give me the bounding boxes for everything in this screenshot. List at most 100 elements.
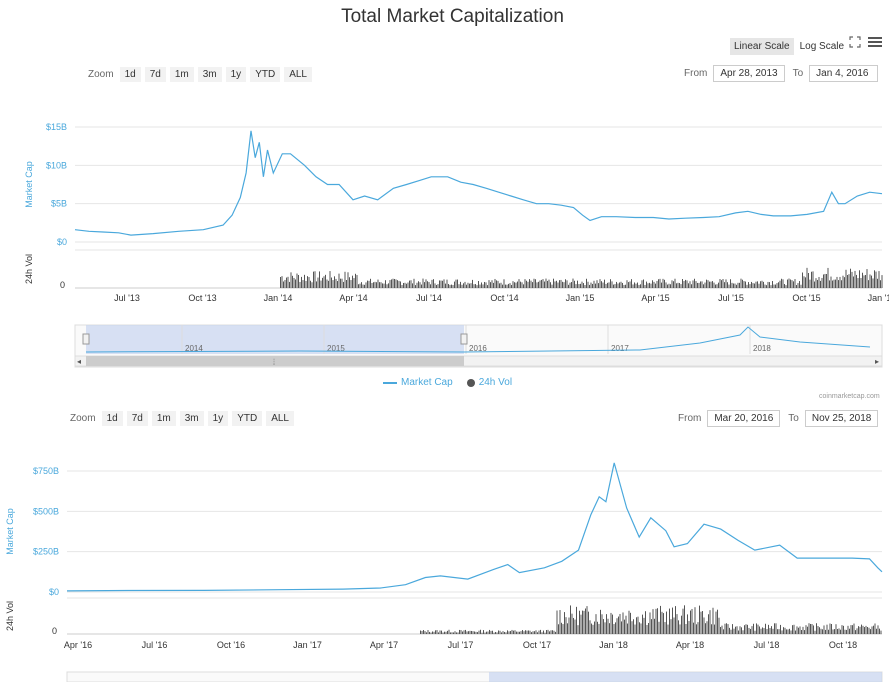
volume-bar: [621, 621, 622, 634]
from-date-input[interactable]: Apr 28, 2013: [713, 65, 785, 82]
volume-bar: [430, 632, 432, 634]
zoom-ytd-button[interactable]: YTD: [232, 411, 263, 426]
volume-bar: [301, 276, 302, 288]
legend-vol[interactable]: 24h Vol: [478, 377, 513, 388]
volume-bar: [428, 282, 430, 288]
zoom-label: Zoom: [70, 413, 96, 424]
volume-bar: [864, 627, 865, 634]
volume-bar: [566, 280, 568, 288]
volume-bar: [685, 624, 687, 634]
volume-bar: [652, 609, 654, 634]
legend-vol-swatch[interactable]: [466, 378, 475, 387]
volume-bar: [498, 630, 499, 634]
x-tick-label: Jul '13: [114, 293, 140, 303]
volume-bar: [551, 284, 553, 288]
volume-bar: [280, 276, 281, 288]
volume-bar: [569, 282, 571, 288]
zoom-7d-button[interactable]: 7d: [126, 411, 148, 426]
from-date-input[interactable]: Mar 20, 2016: [707, 410, 781, 427]
zoom-1d-button[interactable]: 1d: [119, 67, 141, 82]
scrollbar-thumb: [86, 356, 464, 366]
volume-bar: [832, 629, 834, 634]
volume-bar: [637, 616, 639, 634]
volume-bar: [714, 624, 715, 634]
volume-bar: [433, 631, 435, 634]
credits-link[interactable]: coinmarketcap.com: [819, 393, 880, 400]
to-date-input[interactable]: Jan 4, 2016: [809, 65, 879, 82]
volume-bar: [553, 630, 555, 634]
volume-bar: [608, 282, 610, 288]
volume-bar: [347, 272, 349, 288]
zoom-1d-button[interactable]: 1d: [101, 411, 123, 426]
zoom-7d-button[interactable]: 7d: [144, 67, 166, 82]
volume-bar: [815, 278, 817, 288]
volume-bar: [562, 624, 564, 634]
volume-bar: [344, 271, 346, 288]
volume-bar: [500, 282, 502, 288]
zoom-1m-button[interactable]: 1m: [169, 67, 194, 82]
volume-bar: [472, 279, 473, 288]
volume-bar: [731, 282, 733, 288]
volume-bar: [634, 282, 635, 288]
zoom-1y-button[interactable]: 1y: [225, 67, 247, 82]
volume-bar: [397, 280, 398, 288]
volume-bar: [658, 621, 660, 634]
fullscreen-icon[interactable]: [849, 36, 861, 51]
volume-bar: [753, 623, 754, 634]
volume-bar: [644, 284, 646, 288]
volume-bar: [523, 284, 524, 288]
volume-bar: [423, 630, 424, 634]
y-axis-title: Market Cap: [24, 161, 34, 208]
volume-bar: [819, 627, 820, 634]
volume-bar: [698, 282, 700, 288]
zoom-3m-button[interactable]: 3m: [179, 411, 204, 426]
x-tick-label: Jan '14: [264, 293, 293, 303]
volume-bar: [371, 282, 373, 288]
zoom-all-button[interactable]: ALL: [266, 411, 294, 426]
volume-bar: [802, 272, 803, 288]
volume-bar: [507, 630, 508, 634]
volume-bar: [563, 282, 565, 288]
legend-market-cap-swatch[interactable]: [383, 381, 397, 384]
volume-bar: [349, 277, 350, 288]
volume-bar: [392, 278, 394, 288]
volume-bar: [793, 281, 794, 288]
volume-bar: [748, 627, 750, 634]
volume-bar: [323, 276, 325, 288]
volume-bar: [567, 623, 568, 634]
volume-bar: [406, 283, 407, 288]
volume-bar: [667, 284, 668, 288]
date-range-2: From Mar 20, 2016 To Nov 25, 2018: [678, 410, 886, 427]
log-scale-button[interactable]: Log Scale: [799, 41, 845, 52]
volume-bar: [733, 283, 734, 288]
volume-bar: [293, 277, 295, 288]
volume-bar: [739, 282, 740, 288]
volume-bar: [457, 279, 458, 288]
zoom-1y-button[interactable]: 1y: [207, 411, 229, 426]
volume-bar: [734, 283, 736, 288]
volume-bar: [576, 606, 577, 634]
x-tick-label: Jan '15: [566, 293, 595, 303]
navigator-2[interactable]: [66, 671, 883, 682]
volume-bar: [676, 283, 677, 288]
volume-bar: [844, 277, 845, 288]
volume-bar: [811, 624, 813, 634]
volume-bar: [702, 611, 703, 634]
chart-2: $750B $500B $250B $0 Market Cap 24h Vol 0 Apr '…: [5, 462, 883, 650]
volume-bar: [760, 281, 761, 288]
volume-bar: [495, 631, 496, 634]
zoom-all-button[interactable]: ALL: [284, 67, 312, 82]
volume-bar: [599, 279, 601, 288]
zoom-3m-button[interactable]: 3m: [197, 67, 222, 82]
zoom-1m-button[interactable]: 1m: [151, 411, 176, 426]
volume-bar: [313, 271, 314, 288]
menu-icon[interactable]: [868, 36, 882, 51]
linear-scale-button[interactable]: Linear Scale: [730, 38, 794, 55]
navigator-1[interactable]: 2014 2015 2016 2017 2018 ◂ ▸ ⦙: [74, 324, 883, 368]
volume-bar: [424, 282, 425, 288]
volume-bar: [511, 284, 512, 288]
to-date-input[interactable]: Nov 25, 2018: [804, 410, 879, 427]
zoom-ytd-button[interactable]: YTD: [250, 67, 281, 82]
legend-market-cap[interactable]: Market Cap: [401, 377, 453, 388]
volume-bar: [538, 281, 539, 288]
